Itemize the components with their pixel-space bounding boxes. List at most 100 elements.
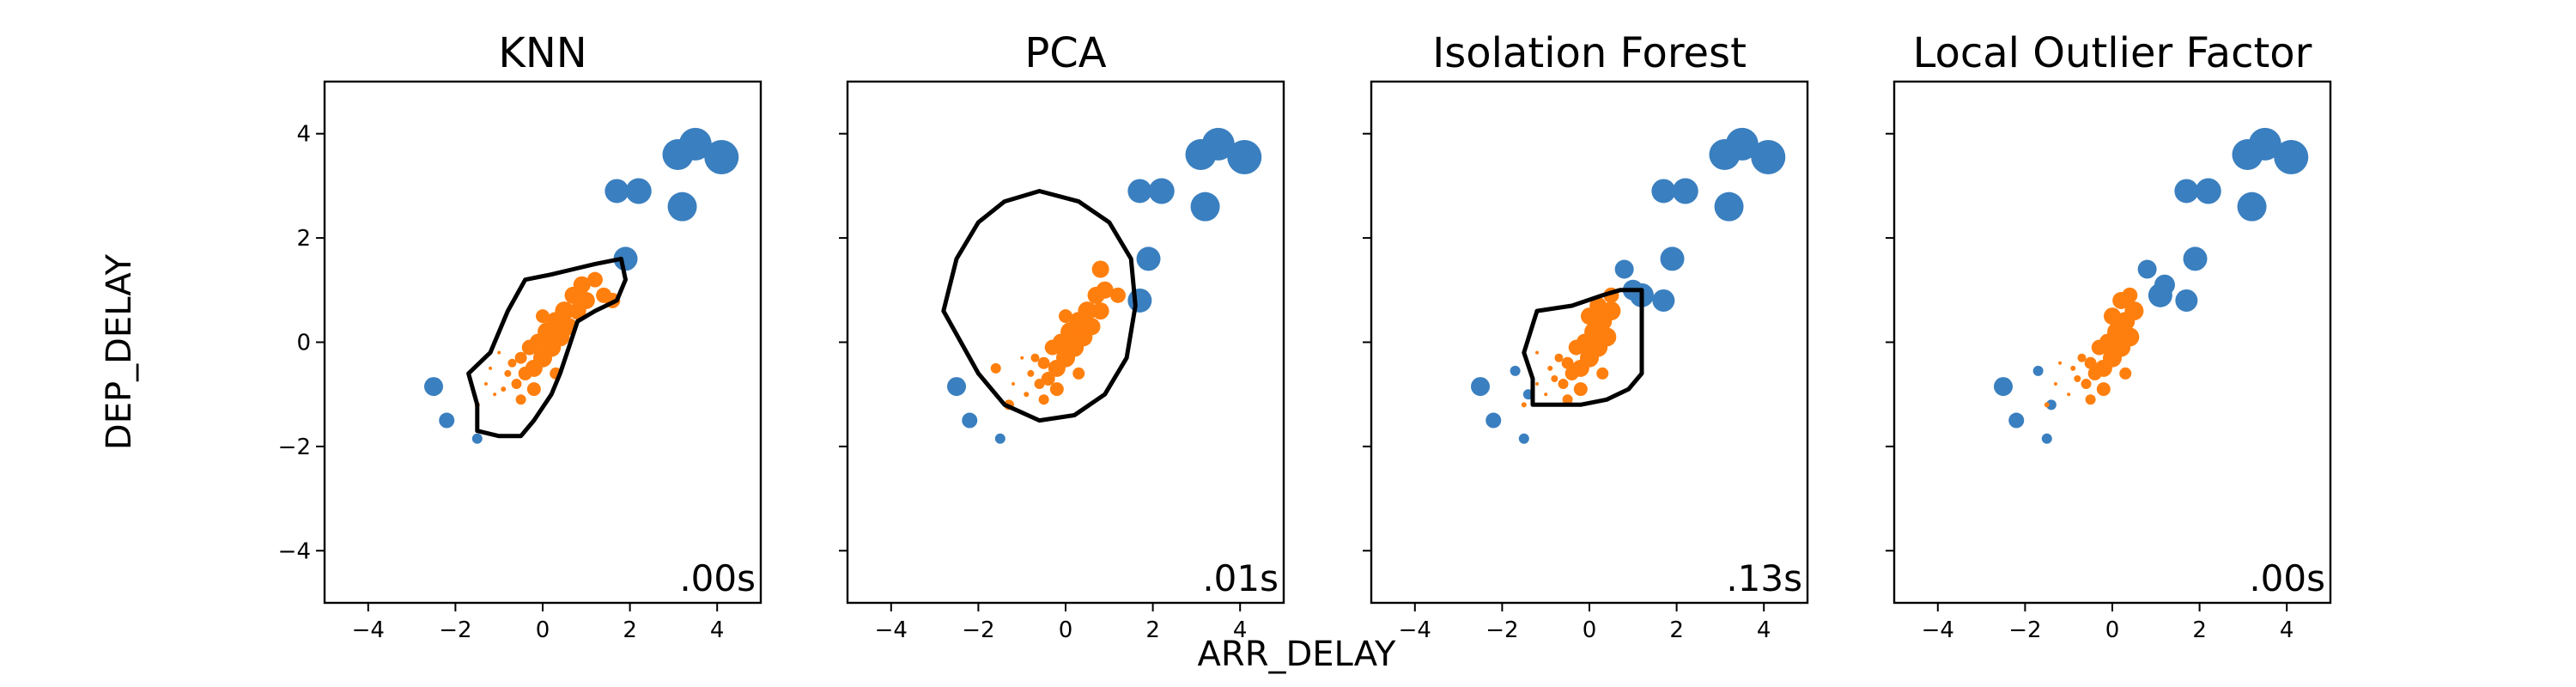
x-tick-label: −2 (2008, 617, 2041, 643)
outlier-point (2041, 433, 2052, 444)
inlier-point (2119, 367, 2132, 380)
inlier-point (555, 301, 574, 321)
inlier-point (515, 394, 526, 405)
outlier-point (2195, 178, 2221, 204)
outlier-point (471, 433, 483, 444)
inlier-point (2122, 287, 2138, 303)
outlier-point (1148, 178, 1175, 204)
outlier-point (2008, 412, 2025, 429)
inlier-point (573, 276, 591, 294)
outlier-point (1751, 140, 1786, 175)
decision-contour (1522, 288, 1644, 407)
inlier-point (1562, 394, 1573, 405)
x-tick-label: 2 (1145, 617, 1160, 643)
outlier-point (1510, 365, 1521, 376)
y-tick-label: 2 (296, 226, 311, 252)
outlier-point (1614, 259, 1634, 279)
panel-title: Isolation Forest (1432, 29, 1747, 77)
decision-contour (941, 189, 1138, 423)
outlier-point (1227, 140, 1262, 175)
outlier-point (2237, 192, 2267, 222)
panel-4: Local Outlier Factor −4 −2 0 2 4 .00s (1886, 29, 2332, 643)
outlier-point (2032, 365, 2044, 376)
outlier-point (613, 246, 638, 271)
outlier-point (962, 412, 978, 429)
inlier-point (1012, 382, 1016, 386)
inlier-point (1535, 382, 1540, 386)
inlier-point (1091, 260, 1109, 278)
inlier-point (1049, 382, 1064, 397)
outlier-point (2248, 127, 2281, 161)
inlier-point (1109, 287, 1126, 303)
inlier-point (1083, 318, 1101, 336)
outlier-point (678, 127, 712, 161)
inlier-point (2070, 365, 2076, 371)
panel-3: Isolation Forest −4 −2 0 2 4 .13s (1363, 29, 1809, 643)
inlier-point (2096, 382, 2111, 397)
outlier-point (424, 377, 443, 397)
x-tick-label: 2 (623, 617, 637, 643)
outlier-point (994, 433, 1005, 444)
inlier-point (1535, 350, 1540, 355)
figure-ylabel: DEP_DELAY (100, 253, 139, 450)
outlier-point (667, 192, 697, 222)
y-tick-label: −2 (278, 435, 311, 460)
inlier-point (1596, 367, 1609, 380)
panel-plot-area (941, 127, 1262, 444)
x-tick-label: 4 (1757, 617, 1771, 643)
outlier-point (2174, 179, 2199, 204)
x-tick-label: −4 (352, 617, 385, 643)
inlier-point (511, 379, 522, 390)
outlier-point (2154, 274, 2175, 295)
x-tick-label: −2 (439, 617, 471, 643)
x-tick-label: −4 (1922, 617, 1954, 643)
x-tick-label: 2 (2192, 617, 2207, 643)
inlier-point (507, 358, 517, 368)
panel-1: KNN −4 −2 0 2 4 4 2 0 −2 −4 .00s (278, 29, 762, 643)
inlier-point (1573, 382, 1588, 397)
inlier-point (2044, 402, 2050, 408)
x-tick-label: −4 (875, 617, 908, 643)
outlier-point (2137, 259, 2157, 279)
inlier-point (1041, 371, 1055, 386)
inlier-point (1544, 392, 1548, 397)
outlier-point (1127, 179, 1152, 204)
outlier-point (1127, 288, 1152, 313)
inlier-point (2053, 382, 2057, 386)
outlier-point (1518, 433, 1529, 444)
time-label: .00s (2249, 557, 2325, 599)
inlier-point (1037, 356, 1050, 369)
panel-plot-area (1471, 127, 1786, 444)
outlier-point (704, 140, 739, 175)
outlier-point (1725, 127, 1759, 161)
outlier-point (605, 179, 629, 204)
inlier-point (1581, 307, 1598, 325)
outlier-point (1652, 289, 1675, 312)
outlier-point (1136, 246, 1161, 271)
inlier-point (577, 291, 595, 309)
inlier-point (1554, 353, 1564, 362)
time-label: .01s (1202, 557, 1279, 599)
inlier-point (1038, 394, 1049, 405)
inlier-point (1078, 301, 1097, 321)
panel-title: PCA (1024, 29, 1106, 77)
inlier-point (1547, 365, 1553, 371)
x-tick-label: 0 (1059, 617, 1073, 643)
inlier-point (2104, 307, 2121, 325)
inlier-point (1096, 281, 1114, 299)
inlier-point (2124, 301, 2144, 321)
x-tick-label: 2 (1669, 617, 1684, 643)
outlier-point (1672, 178, 1698, 204)
inlier-point (493, 392, 497, 397)
panel-plot-area (424, 127, 739, 444)
inlier-point (1027, 369, 1035, 377)
x-tick-label: 4 (2280, 617, 2294, 643)
time-label: .00s (679, 557, 756, 599)
panel-2: PCA −4 −2 0 2 4 .01s (839, 29, 1285, 643)
inlier-point (2085, 394, 2096, 405)
inlier-point (1030, 353, 1040, 362)
x-tick-label: 4 (1233, 617, 1248, 643)
inlier-point (489, 366, 493, 370)
inlier-point (504, 369, 512, 377)
